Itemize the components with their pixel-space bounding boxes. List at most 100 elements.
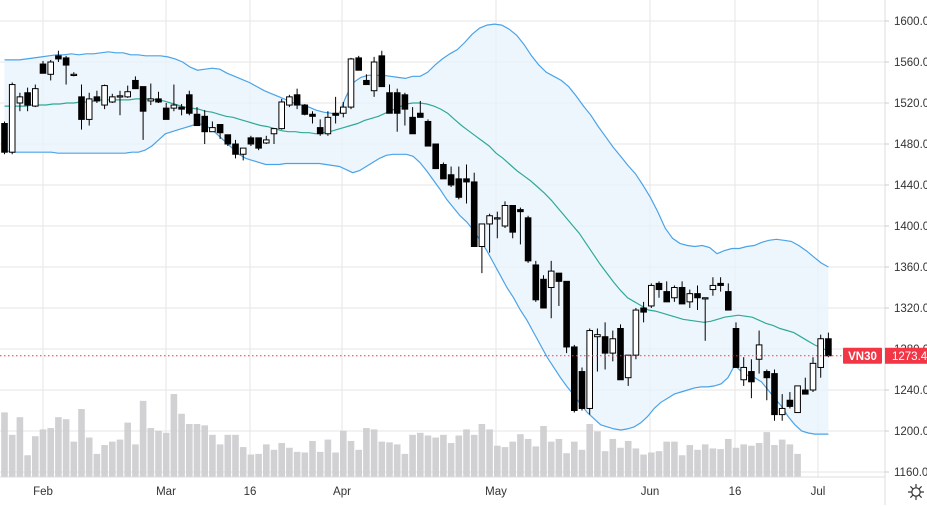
price-candles[interactable] [1, 50, 832, 421]
candle[interactable] [8, 82, 16, 155]
candle[interactable] [301, 104, 309, 116]
candle[interactable] [547, 260, 555, 319]
candle[interactable] [55, 50, 62, 62]
candle[interactable] [16, 92, 24, 112]
candle[interactable] [447, 166, 455, 188]
candle[interactable] [24, 87, 31, 112]
candle[interactable] [216, 124, 224, 139]
candle[interactable] [578, 367, 586, 411]
candle[interactable] [255, 137, 262, 151]
candle[interactable] [224, 134, 232, 147]
candle[interactable] [802, 377, 809, 395]
candle[interactable] [263, 135, 270, 144]
candle[interactable] [286, 94, 293, 108]
candle[interactable] [686, 289, 694, 308]
candle[interactable] [270, 128, 278, 144]
candle[interactable] [717, 277, 724, 292]
candle[interactable] [47, 59, 55, 81]
candle[interactable] [193, 107, 201, 127]
candle[interactable] [370, 56, 378, 97]
candle[interactable] [594, 328, 601, 372]
candle[interactable] [78, 84, 85, 130]
candle[interactable] [540, 275, 547, 309]
candle[interactable] [363, 74, 370, 86]
candle[interactable] [347, 57, 355, 110]
candle[interactable] [401, 92, 409, 126]
candle[interactable] [324, 111, 332, 136]
candle[interactable] [124, 85, 132, 98]
candle[interactable] [278, 98, 285, 130]
candle[interactable] [748, 359, 755, 399]
candle[interactable] [340, 101, 347, 118]
candle[interactable] [694, 285, 701, 311]
candle[interactable] [332, 96, 339, 124]
candle[interactable] [232, 139, 239, 159]
candle[interactable] [786, 392, 794, 409]
candle[interactable] [640, 301, 647, 323]
candle[interactable] [424, 119, 432, 147]
candle[interactable] [209, 121, 216, 133]
price-axis[interactable]: 1600.0 1560.0 1520.0 1480.0 1440.0 1400.0 1360… [884, 0, 927, 505]
candle[interactable] [632, 308, 640, 360]
candle[interactable] [132, 76, 139, 90]
candle[interactable] [417, 100, 424, 118]
candle[interactable] [109, 93, 116, 103]
candle[interactable] [1, 121, 8, 155]
candle[interactable] [247, 135, 255, 147]
candle[interactable] [709, 277, 717, 296]
candle[interactable] [39, 60, 47, 74]
chart-settings-button[interactable] [906, 482, 926, 502]
candle[interactable] [678, 281, 686, 305]
candle[interactable] [501, 201, 509, 229]
candle[interactable] [755, 330, 763, 374]
candle[interactable] [463, 164, 470, 204]
candle[interactable] [701, 297, 709, 341]
candle[interactable] [494, 211, 501, 239]
candle[interactable] [201, 110, 208, 144]
candle[interactable] [70, 72, 78, 77]
candle[interactable] [293, 88, 301, 110]
candle[interactable] [170, 84, 178, 112]
candle[interactable] [725, 283, 732, 311]
candle[interactable] [316, 119, 324, 136]
candle[interactable] [478, 223, 486, 274]
candle[interactable] [617, 324, 624, 381]
candle[interactable] [486, 213, 493, 253]
candle[interactable] [771, 369, 778, 421]
candle[interactable] [509, 205, 516, 239]
candle[interactable] [655, 281, 663, 298]
candle[interactable] [378, 50, 386, 88]
candle[interactable] [93, 90, 101, 103]
candle[interactable] [309, 111, 316, 124]
time-axis[interactable]: Feb Mar 16 Apr May Jun 16 Jul [0, 476, 885, 498]
candle[interactable] [778, 394, 786, 421]
candle[interactable] [85, 92, 93, 126]
candle[interactable] [524, 215, 532, 263]
candle[interactable] [386, 84, 393, 114]
candle[interactable] [671, 285, 678, 302]
candle[interactable] [563, 280, 570, 354]
candle[interactable] [116, 90, 124, 116]
candle[interactable] [432, 143, 439, 170]
candle[interactable] [663, 281, 671, 303]
candle[interactable] [601, 322, 609, 370]
candle[interactable] [571, 344, 578, 413]
candle[interactable] [794, 385, 801, 414]
candle[interactable] [147, 83, 155, 106]
candle[interactable] [517, 207, 524, 245]
candle[interactable] [178, 104, 185, 116]
candle[interactable] [155, 91, 162, 103]
candle[interactable] [32, 84, 39, 108]
candle[interactable] [239, 147, 247, 161]
candle[interactable] [455, 166, 463, 200]
candle[interactable] [555, 272, 563, 306]
candle[interactable] [648, 283, 655, 308]
candle[interactable] [393, 88, 401, 132]
candle[interactable] [186, 90, 193, 116]
candle[interactable] [532, 260, 540, 302]
candle[interactable] [62, 55, 70, 85]
candle[interactable] [809, 357, 817, 393]
candle[interactable] [355, 55, 362, 71]
candle[interactable] [740, 357, 748, 386]
